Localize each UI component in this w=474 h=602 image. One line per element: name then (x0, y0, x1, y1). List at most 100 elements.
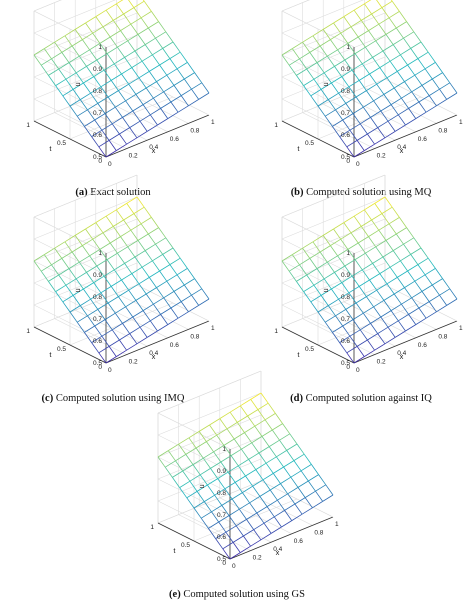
t-tick-label: 1 (150, 524, 154, 531)
surface-mesh-line (107, 296, 119, 304)
surface-mesh-line (237, 465, 246, 477)
surface-mesh-line (159, 264, 171, 272)
surface-mesh-line (40, 264, 52, 272)
surface-mesh-line (361, 269, 370, 281)
surface-mesh-line (209, 418, 221, 426)
surface-mesh-line (405, 324, 417, 332)
surface-mesh-line (372, 50, 384, 58)
surface-mesh-line (290, 476, 299, 488)
surface-mesh-line (279, 439, 288, 451)
surface-mesh-line (85, 22, 94, 34)
surface-mesh-line (291, 513, 303, 521)
surface-mesh-line (55, 85, 64, 97)
gridline-z-back (33, 262, 138, 306)
surface-mesh-line (398, 314, 409, 322)
surface-mesh-line (87, 309, 99, 317)
surface-mesh-line (219, 411, 231, 419)
surface-mesh-line (360, 226, 369, 237)
surface-mesh-line (119, 333, 130, 341)
x-tick-label: 0.6 (418, 136, 427, 143)
surface-mesh-line (272, 423, 283, 431)
surface-mesh-line (133, 206, 145, 214)
surface-mesh-line (418, 301, 430, 309)
surface-mesh-line (317, 99, 329, 107)
surface-mesh-line (58, 268, 70, 276)
surface-mesh-line (167, 450, 176, 462)
surface-mesh-line (125, 306, 134, 318)
surface-mesh-line (139, 326, 148, 338)
surface-mesh-line (176, 62, 188, 70)
surface-mesh-line (222, 548, 231, 560)
surface-mesh-line (207, 484, 215, 496)
surface-mesh-line (165, 237, 174, 249)
surface-mesh-line (297, 487, 306, 498)
surface-mesh-line (134, 256, 143, 268)
surface-mesh-line (317, 311, 326, 323)
surface-mesh-line (376, 0, 383, 8)
surface-mesh-line (386, 77, 395, 89)
surface-mesh-line (194, 278, 203, 290)
surface-mesh-line (386, 71, 398, 79)
surface-mesh-line (139, 114, 151, 122)
surface-mesh-line (90, 86, 102, 94)
surface-mesh-line (366, 296, 374, 308)
surface-mesh-line (364, 143, 375, 151)
surface-mesh-line (215, 538, 224, 550)
surface-mesh-line (350, 20, 362, 28)
surface-mesh-line (105, 3, 117, 11)
surface-mesh-line (264, 413, 276, 421)
surface-mesh-line (327, 49, 338, 57)
surface-mesh-line (120, 229, 132, 237)
surface-mesh-line (128, 0, 135, 8)
surface-mesh-line (370, 117, 379, 128)
surface-mesh-line (135, 293, 147, 301)
z-tick-label: 0.7 (341, 110, 350, 117)
surface-mesh-line (103, 69, 112, 81)
box-edge (33, 10, 107, 48)
surface-mesh-line (124, 50, 136, 58)
surface-mesh-line (374, 203, 383, 214)
surface-mesh-line (195, 447, 204, 459)
surface-mesh-line (323, 278, 332, 290)
surface-mesh-line (214, 488, 226, 496)
surface-mesh-line (396, 227, 407, 235)
surface-mesh-line (427, 257, 436, 269)
surface-mesh-line (64, 29, 76, 37)
surface-mesh-line (33, 254, 45, 262)
surface-mesh-line (408, 307, 420, 315)
surface-mesh-line (120, 236, 129, 248)
surface-mesh-line (236, 422, 245, 433)
surface-mesh-line (322, 494, 334, 502)
surface-mesh-line (344, 265, 353, 277)
surface-mesh-line (249, 502, 258, 514)
surface-mesh-line (145, 87, 154, 99)
surface-mesh-line (218, 521, 227, 533)
surface-mesh-line (354, 259, 363, 271)
surface-mesh-line (99, 249, 108, 260)
surface-mesh-line (179, 257, 188, 269)
surface-mesh-line (107, 96, 116, 108)
surface-mesh-line (364, 203, 375, 211)
surface-mesh-line (191, 294, 200, 306)
surface-mesh-line (221, 498, 233, 506)
surface-mesh-line (145, 287, 157, 295)
surface-mesh-line (334, 265, 346, 273)
surface-mesh-line (97, 302, 109, 310)
surface-mesh-line (262, 479, 271, 491)
surface-mesh-line (86, 59, 98, 67)
surface-mesh-line (198, 92, 210, 100)
surface-mesh-line (164, 460, 176, 468)
surface-mesh-line (411, 291, 423, 299)
surface-mesh-line (141, 266, 150, 278)
surface-mesh-line (141, 60, 150, 72)
gridline-z-back (33, 218, 138, 262)
surface-mesh-line (281, 520, 293, 528)
surface-mesh-line (169, 264, 178, 276)
surface-mesh-line (61, 52, 70, 63)
surface-mesh-line (110, 80, 119, 91)
x-tick-label: 0.6 (170, 342, 179, 349)
surface-mesh-line (258, 452, 267, 464)
z-tick-label: 0.9 (217, 468, 226, 475)
surface-mesh-line (313, 78, 322, 90)
surface-mesh-line (96, 265, 105, 277)
